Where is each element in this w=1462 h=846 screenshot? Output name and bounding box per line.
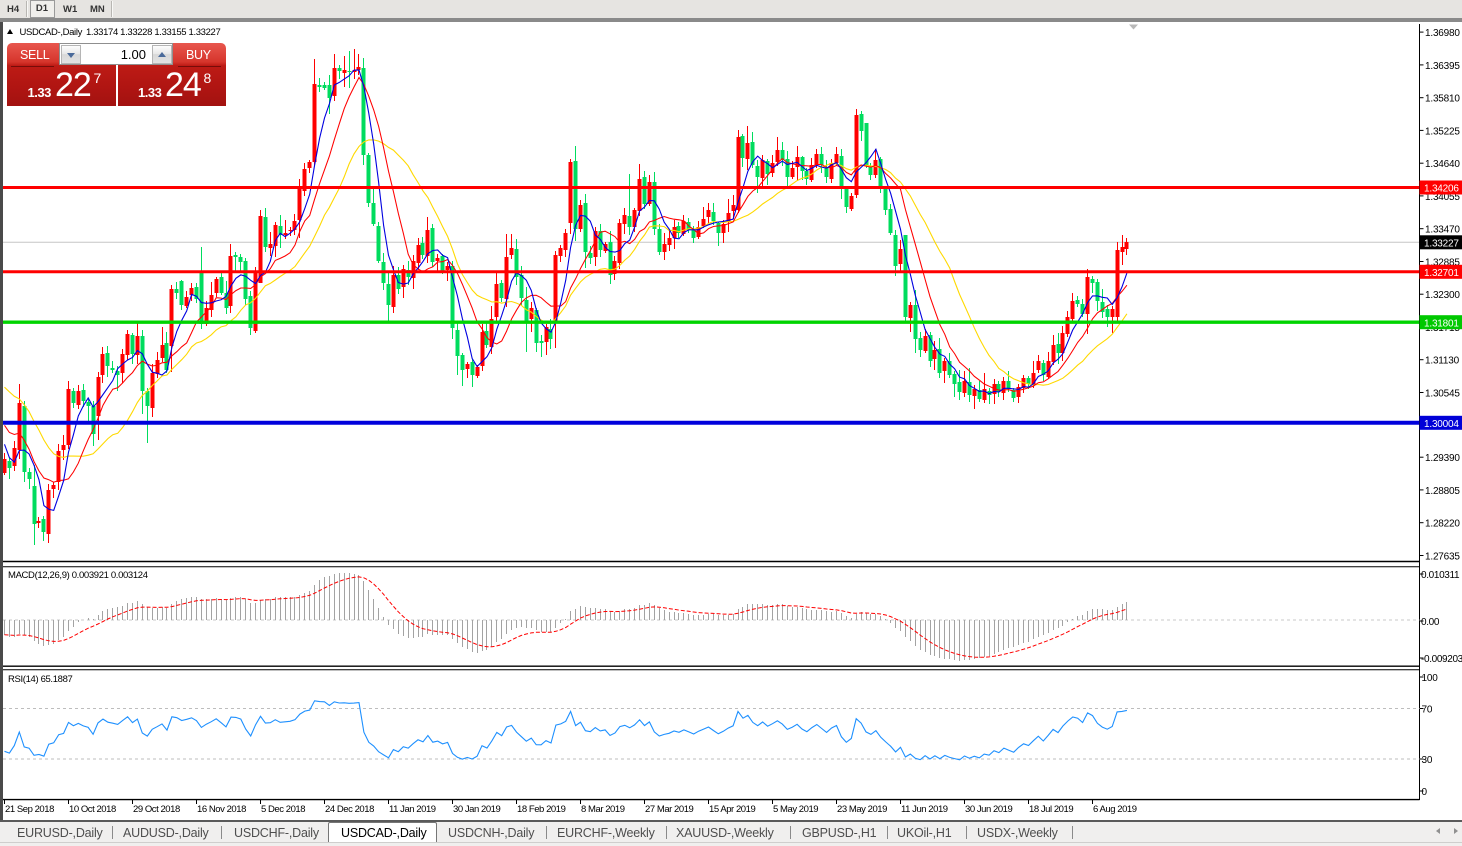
svg-text:0.010311: 0.010311 bbox=[1421, 570, 1460, 581]
svg-text:11 Jun 2019: 11 Jun 2019 bbox=[901, 804, 948, 815]
svg-text:23 May 2019: 23 May 2019 bbox=[837, 804, 887, 815]
svg-text:6 Aug 2019: 6 Aug 2019 bbox=[1093, 804, 1137, 815]
svg-text:5 May 2019: 5 May 2019 bbox=[773, 804, 818, 815]
svg-text:1.32885: 1.32885 bbox=[1425, 258, 1460, 269]
svg-text:1.32701: 1.32701 bbox=[1424, 268, 1459, 279]
svg-text:-0.009203: -0.009203 bbox=[1421, 654, 1462, 665]
svg-text:29 Oct 2018: 29 Oct 2018 bbox=[133, 804, 180, 815]
svg-text:1.29390: 1.29390 bbox=[1425, 453, 1460, 464]
svg-text:1.36395: 1.36395 bbox=[1425, 61, 1460, 72]
svg-text:1.35810: 1.35810 bbox=[1425, 94, 1460, 105]
svg-text:11 Jan 2019: 11 Jan 2019 bbox=[389, 804, 436, 815]
svg-text:1.27635: 1.27635 bbox=[1425, 552, 1460, 563]
svg-text:0: 0 bbox=[1422, 787, 1428, 798]
svg-text:5 Dec 2018: 5 Dec 2018 bbox=[261, 804, 305, 815]
svg-text:1.31130: 1.31130 bbox=[1425, 356, 1460, 367]
svg-text:24 Dec 2018: 24 Dec 2018 bbox=[325, 804, 374, 815]
svg-text:30 Jun 2019: 30 Jun 2019 bbox=[965, 804, 1013, 815]
svg-text:27 Mar 2019: 27 Mar 2019 bbox=[645, 804, 694, 815]
svg-text:70: 70 bbox=[1422, 705, 1433, 716]
svg-text:0.00: 0.00 bbox=[1421, 617, 1440, 628]
svg-text:1.30545: 1.30545 bbox=[1425, 389, 1460, 400]
svg-text:1.34640: 1.34640 bbox=[1425, 159, 1460, 170]
svg-text:8 Mar 2019: 8 Mar 2019 bbox=[581, 804, 625, 815]
svg-text:1.34055: 1.34055 bbox=[1425, 192, 1460, 203]
svg-text:21 Sep 2018: 21 Sep 2018 bbox=[5, 804, 54, 815]
svg-text:18 Jul 2019: 18 Jul 2019 bbox=[1029, 804, 1073, 815]
svg-text:30 Jan 2019: 30 Jan 2019 bbox=[453, 804, 501, 815]
svg-text:1.33227: 1.33227 bbox=[1424, 239, 1459, 250]
svg-text:1.30004: 1.30004 bbox=[1424, 419, 1459, 430]
svg-text:30: 30 bbox=[1422, 755, 1433, 766]
svg-text:16 Nov 2018: 16 Nov 2018 bbox=[197, 804, 246, 815]
svg-text:MACD(12,26,9) 0.003921 0.00312: MACD(12,26,9) 0.003921 0.003124 bbox=[8, 570, 148, 581]
svg-text:10 Oct 2018: 10 Oct 2018 bbox=[69, 804, 116, 815]
svg-text:100: 100 bbox=[1422, 673, 1439, 684]
svg-text:1.36980: 1.36980 bbox=[1425, 28, 1460, 39]
svg-text:1.31801: 1.31801 bbox=[1424, 318, 1459, 329]
svg-text:RSI(14) 65.1887: RSI(14) 65.1887 bbox=[8, 674, 73, 685]
svg-text:1.33470: 1.33470 bbox=[1425, 225, 1460, 236]
svg-text:1.32300: 1.32300 bbox=[1425, 290, 1460, 301]
svg-text:18 Feb 2019: 18 Feb 2019 bbox=[517, 804, 566, 815]
svg-text:1.34206: 1.34206 bbox=[1424, 184, 1459, 195]
svg-text:1.35225: 1.35225 bbox=[1425, 126, 1460, 137]
svg-text:1.28220: 1.28220 bbox=[1425, 519, 1460, 530]
svg-text:1.28805: 1.28805 bbox=[1425, 486, 1460, 497]
svg-text:15 Apr 2019: 15 Apr 2019 bbox=[709, 804, 755, 815]
